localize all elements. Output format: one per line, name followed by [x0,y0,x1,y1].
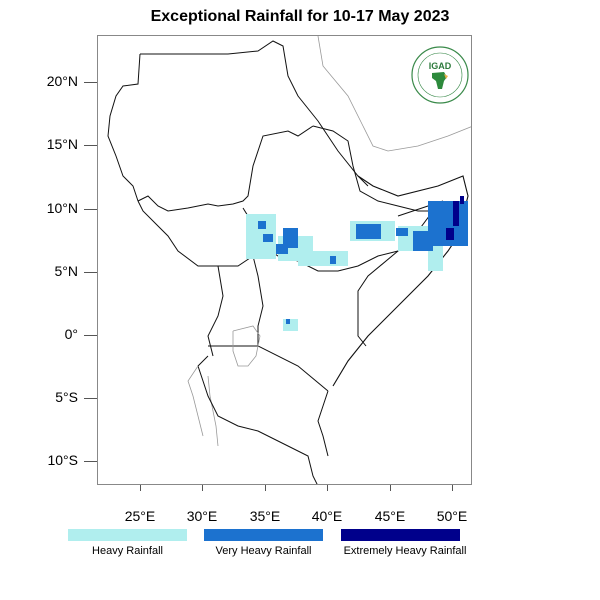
igad-logo: IGAD [410,45,470,105]
igad-logo-icon: IGAD [411,46,469,104]
lat-tick-label: 10°N [46,200,78,216]
country-borders-map [107,36,471,484]
map-plot-area [97,35,472,485]
lon-tick [140,485,141,491]
legend-swatch-heavy [68,529,187,541]
lat-tick-label: 20°N [46,73,78,89]
legend-swatch-very-heavy [204,529,323,541]
lon-tick-label: 45°E [374,508,406,524]
legend-swatch-extremely-heavy [341,529,460,541]
legend-label-extremely-heavy: Extremely Heavy Rainfall [343,545,467,557]
logo-text: IGAD [429,61,452,71]
lon-tick-label: 25°E [124,508,156,524]
lon-tick-label: 30°E [186,508,218,524]
lon-tick [452,485,453,491]
lat-tick-label: 0° [64,326,78,342]
map-title: Exceptional Rainfall for 10-17 May 2023 [150,8,450,25]
lat-tick [84,335,97,336]
lon-tick [265,485,266,491]
rainfall-extremely-heavy [446,196,464,240]
legend-label-heavy: Heavy Rainfall [92,545,163,557]
lat-tick [84,145,97,146]
lat-tick [84,398,97,399]
lon-tick [202,485,203,491]
lat-tick [84,272,97,273]
lat-tick [84,209,97,210]
lon-tick-label: 35°E [249,508,281,524]
legend-label-very-heavy: Very Heavy Rainfall [215,545,312,557]
lat-tick-label: 10°S [47,452,78,468]
lat-tick-label: 15°N [46,136,78,152]
lon-tick-label: 40°E [311,508,343,524]
lat-tick [84,461,97,462]
lat-tick-label: 5°S [55,389,78,405]
lon-tick-label: 50°E [436,508,468,524]
lat-tick [84,82,97,83]
lat-tick-label: 5°N [54,263,79,279]
lon-tick [390,485,391,491]
lon-tick [327,485,328,491]
